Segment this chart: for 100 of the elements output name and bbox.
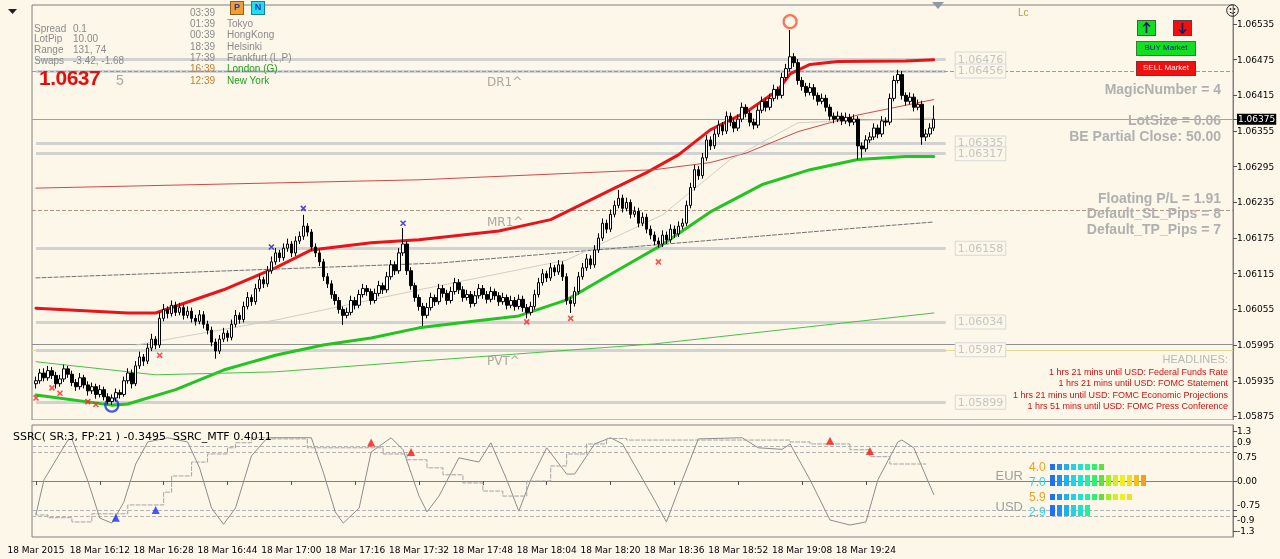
candlestick bbox=[673, 225, 676, 239]
ref-line-label: 1.06476 bbox=[957, 52, 1004, 66]
line-series bbox=[34, 155, 936, 407]
annotation: 1 hrs 51 mins until USD: FOMC Press Conference bbox=[1027, 401, 1228, 412]
x-tick-label: 18 Mar 17:48 bbox=[452, 544, 514, 555]
y-tick-label: -0.9 bbox=[1237, 515, 1255, 526]
candlestick bbox=[553, 264, 556, 277]
point bbox=[300, 205, 307, 212]
candlestick bbox=[505, 294, 509, 310]
ref-line-label: 1.06335 bbox=[957, 136, 1004, 150]
annotation: Frankfurt (L,P) bbox=[227, 52, 292, 63]
candlestick bbox=[46, 365, 50, 382]
annotation: Range bbox=[34, 44, 64, 55]
candlestick bbox=[764, 97, 768, 112]
annotation: Swaps bbox=[34, 55, 65, 66]
x-tick-label: 18 Mar 18:52 bbox=[708, 544, 769, 555]
ref-line-label: 1.06456 bbox=[957, 64, 1004, 78]
candlestick bbox=[186, 305, 189, 319]
candlestick bbox=[808, 82, 812, 96]
candlestick bbox=[637, 207, 640, 228]
annotation: 16:39 bbox=[190, 63, 216, 74]
annotation: 12:39 bbox=[190, 75, 216, 86]
y-tick-label: 1.05995 bbox=[1237, 340, 1275, 351]
y-tick-label: 1.06235 bbox=[1237, 197, 1275, 208]
annotation: 2.9 bbox=[1029, 505, 1046, 520]
ref-line-label: PVT^ bbox=[487, 353, 520, 368]
x-tick-label: 18 Mar 19:24 bbox=[835, 544, 897, 555]
annotation: 4.0 bbox=[1029, 460, 1046, 475]
annotation: Helsinki bbox=[227, 41, 263, 52]
y-tick-label: 1.05935 bbox=[1237, 375, 1275, 386]
candlestick bbox=[661, 229, 664, 248]
candlestick bbox=[880, 115, 884, 138]
candlestick bbox=[669, 223, 672, 244]
annotation: 1 hrs 21 mins until USD: FOMC Statement bbox=[1058, 378, 1228, 389]
candlestick bbox=[349, 295, 353, 316]
candlestick bbox=[42, 367, 46, 382]
candlestick bbox=[302, 214, 305, 241]
y-tick-label: 0.00 bbox=[1237, 476, 1258, 486]
x-tick-label: 18 Mar 17:16 bbox=[325, 544, 386, 555]
line-series bbox=[135, 117, 935, 346]
annotation: London (G) bbox=[227, 63, 278, 74]
candlestick bbox=[62, 364, 66, 383]
point bbox=[32, 394, 40, 402]
y-tick-label: 1.06415 bbox=[1237, 90, 1275, 101]
annotation: BUY Market bbox=[1144, 43, 1188, 53]
y-tick-label: -0.75 bbox=[1237, 500, 1261, 511]
line-series bbox=[35, 312, 935, 376]
candlestick bbox=[844, 112, 848, 125]
annotation: 00:39 bbox=[190, 29, 216, 40]
ref-line-label: 1.06317 bbox=[957, 147, 1004, 161]
ref-line-label: MR1^ bbox=[487, 214, 524, 229]
annotation: Default_TP_Pips = 7 bbox=[1086, 221, 1221, 238]
x-tick-label: 18 Mar 16:28 bbox=[133, 544, 194, 555]
point bbox=[782, 14, 798, 30]
line-series bbox=[35, 99, 935, 189]
text: SSRC( SR:3, FP:21 ) -0.3495 SSRC_MTF 0.4011 bbox=[13, 430, 272, 443]
candlestick bbox=[78, 372, 82, 391]
point bbox=[523, 318, 531, 326]
annotation: 1.0637 bbox=[39, 66, 101, 90]
y-tick-label: 1.06115 bbox=[1237, 268, 1275, 279]
candlestick bbox=[198, 309, 201, 325]
y-tick-label: 0.9 bbox=[1237, 436, 1252, 447]
annotation: 5.9 bbox=[1029, 490, 1046, 505]
annotation: BE Partial Close: 50.00 bbox=[1069, 128, 1221, 145]
candlestick bbox=[437, 283, 441, 306]
annotation: EUR bbox=[995, 468, 1023, 484]
candlestick bbox=[70, 370, 74, 387]
y-tick-label: 1.06475 bbox=[1237, 54, 1275, 65]
ref-line-label: DR1^ bbox=[487, 75, 523, 89]
candlestick bbox=[549, 262, 552, 282]
annotation: -3.42, -1.68 bbox=[73, 55, 125, 66]
candlestick bbox=[98, 384, 102, 398]
x-tick-label: 18 Mar 17:00 bbox=[261, 544, 322, 555]
candlestick bbox=[725, 110, 728, 135]
annotation: Floating P/L = 1.91 bbox=[1097, 190, 1221, 207]
x-tick-label: 18 Mar 18:04 bbox=[516, 544, 578, 555]
y-tick-label: -1.3 bbox=[1237, 526, 1255, 537]
candlestick bbox=[836, 110, 840, 123]
y-tick-label: 1.06295 bbox=[1237, 161, 1275, 172]
point bbox=[399, 219, 407, 227]
annotation: 18:39 bbox=[190, 41, 216, 52]
y-tick-label: 1.06175 bbox=[1237, 233, 1275, 244]
candlestick bbox=[54, 371, 58, 389]
candlestick bbox=[629, 198, 632, 219]
ref-line-label: 1.06158 bbox=[957, 241, 1004, 255]
candlestick bbox=[856, 115, 860, 161]
candlestick bbox=[282, 242, 285, 262]
candlestick bbox=[513, 296, 517, 312]
candlestick bbox=[90, 382, 94, 395]
candlestick bbox=[102, 386, 106, 401]
annotation: MagicNumber = 4 bbox=[1104, 81, 1221, 98]
annotation: 1 hrs 21 mins until USD: Federal Funds Rate bbox=[1048, 367, 1228, 378]
annotation: 17:39 bbox=[190, 52, 216, 63]
candlestick bbox=[501, 292, 505, 306]
ref-line-label: 1.06034 bbox=[957, 315, 1004, 329]
candlestick bbox=[290, 240, 293, 258]
candlestick bbox=[174, 301, 177, 317]
y-tick-label: 1.3 bbox=[1237, 425, 1252, 436]
y-tick-label: 1.06055 bbox=[1237, 304, 1275, 315]
annotation: HEADLINES: bbox=[1162, 353, 1228, 366]
